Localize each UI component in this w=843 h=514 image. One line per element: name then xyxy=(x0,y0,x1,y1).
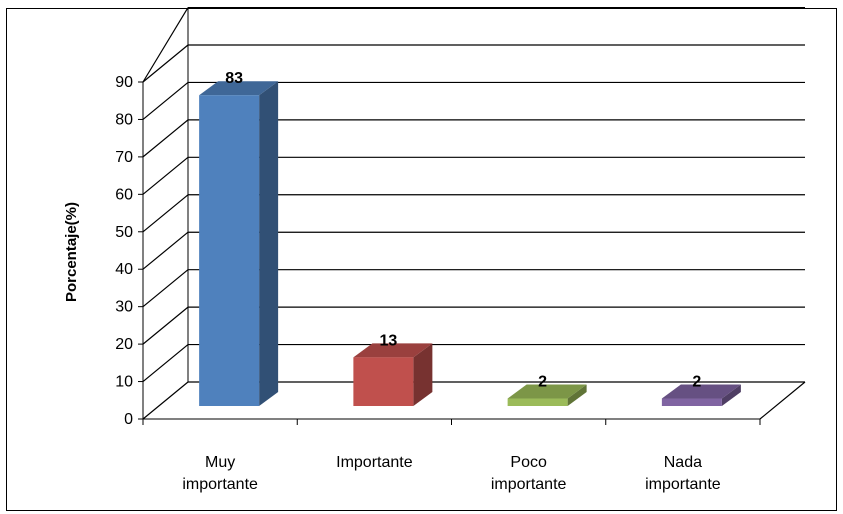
y-tick-label: 80 xyxy=(115,111,133,128)
bar-side-face xyxy=(567,384,587,406)
y-tick-label: 90 xyxy=(115,74,133,91)
y-tick-label: 50 xyxy=(115,224,133,241)
y-tick-label: 10 xyxy=(115,374,133,391)
side-wall-line xyxy=(142,344,189,383)
side-wall-line xyxy=(142,231,189,270)
x-tick-label: Poco xyxy=(510,454,547,471)
data-label: 13 xyxy=(379,332,397,349)
bar-top-face xyxy=(661,384,741,399)
side-wall-line xyxy=(142,381,189,420)
x-tick-label: importante xyxy=(491,476,567,493)
x-tick-label: Importante xyxy=(336,454,413,471)
bar-top-face xyxy=(507,384,587,399)
bar xyxy=(353,343,433,406)
chart-frame xyxy=(6,8,837,511)
labels: 0 10 20 30 40 50 60 70 80 90 83 Muy importante 13 Impo… xyxy=(115,70,721,493)
side-wall-top xyxy=(142,7,189,83)
side-wall-line xyxy=(142,44,189,83)
bar-side-face xyxy=(721,384,741,406)
bar xyxy=(507,384,587,406)
bar-top-face xyxy=(199,81,279,96)
side-wall-line xyxy=(142,306,189,345)
bar-side-face xyxy=(413,343,433,406)
side-wall-line xyxy=(142,119,189,158)
x-tick-label: Nada xyxy=(664,454,702,471)
bar-front-face xyxy=(507,398,568,406)
bars xyxy=(199,81,741,406)
x-tick-label: Muy xyxy=(205,454,235,471)
y-tick-label: 60 xyxy=(115,186,133,203)
floor-right-edge xyxy=(759,381,806,420)
bar xyxy=(661,384,741,406)
bar-side-face xyxy=(259,81,279,406)
bar-top-face xyxy=(353,343,433,358)
y-tick-label: 20 xyxy=(115,336,133,353)
data-label: 2 xyxy=(692,374,701,391)
bar-front-face xyxy=(661,398,722,406)
y-tick-label: 70 xyxy=(115,149,133,166)
y-tick-label: 0 xyxy=(124,411,133,428)
gridlines xyxy=(142,6,805,420)
data-label: 83 xyxy=(225,70,243,87)
x-tick-label: importante xyxy=(182,476,258,493)
y-tick-label: 40 xyxy=(115,261,133,278)
side-wall-line xyxy=(142,156,189,195)
y-tick-label: 30 xyxy=(115,299,133,316)
bar xyxy=(199,81,279,406)
data-label: 2 xyxy=(538,374,547,391)
bar-front-face xyxy=(199,95,260,406)
y-axis-title: Porcentaje(%) xyxy=(63,202,80,302)
bar-front-face xyxy=(353,357,414,406)
side-wall-line xyxy=(142,81,189,120)
side-wall-line xyxy=(142,269,189,308)
side-wall-line xyxy=(142,194,189,233)
axes xyxy=(138,7,806,425)
x-tick-label: importante xyxy=(645,476,721,493)
